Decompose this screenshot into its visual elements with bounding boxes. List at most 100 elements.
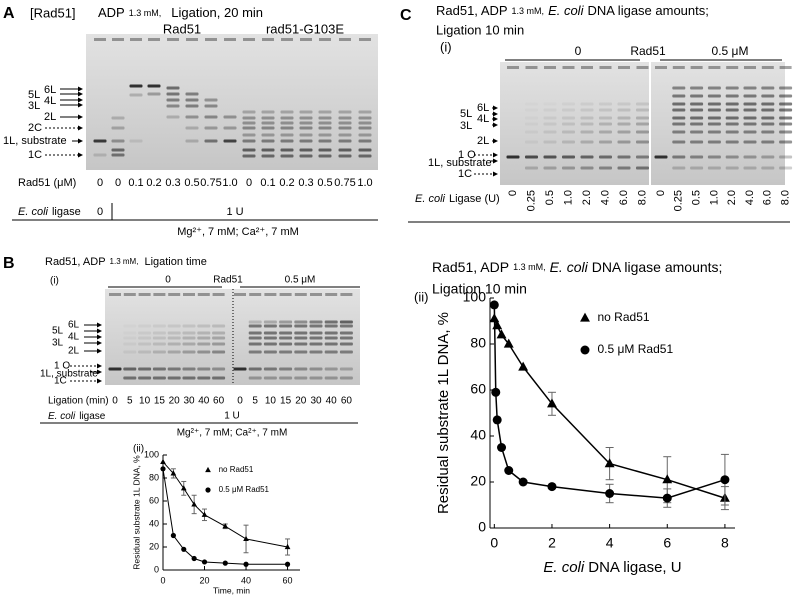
lane-label: 0 xyxy=(655,190,667,196)
arrow-head xyxy=(493,152,498,158)
gel-band xyxy=(707,140,721,144)
gel-band xyxy=(152,324,166,328)
gel-band xyxy=(294,376,308,380)
lane-label: 0 xyxy=(507,190,519,196)
sub-label: (i) xyxy=(440,39,452,54)
lane-label: 0.5 xyxy=(184,177,199,189)
gel-band xyxy=(617,155,631,159)
gel-band xyxy=(294,367,308,371)
marker xyxy=(497,443,507,452)
gel-band xyxy=(197,350,211,354)
group-label: 0.5 μM xyxy=(712,44,749,58)
marker xyxy=(191,501,197,507)
gel-band xyxy=(309,324,323,328)
gel-band xyxy=(279,376,293,380)
arrow-head xyxy=(493,171,498,177)
marker xyxy=(605,489,615,498)
band-label: 4L xyxy=(68,332,80,343)
lane-label: 1.0 xyxy=(357,177,372,189)
gel-band xyxy=(212,336,226,340)
panel-header: Rad51, ADP 1.3 mM, Ligation time xyxy=(45,256,207,268)
gel-band xyxy=(358,133,372,137)
gel-band xyxy=(261,133,275,137)
gel-band xyxy=(318,116,332,120)
lane-label: 0.1 xyxy=(260,177,275,189)
gel-band xyxy=(743,94,757,98)
marker xyxy=(604,458,615,468)
gel-band xyxy=(725,155,739,159)
lane-label: 8.0 xyxy=(636,190,648,205)
gel-band xyxy=(743,155,757,159)
gel-band xyxy=(672,155,686,159)
gel-band xyxy=(263,342,277,346)
legend-marker xyxy=(580,312,590,322)
chart-title-part: 1.3 mM, xyxy=(513,262,546,272)
gel-band xyxy=(543,130,557,134)
gel-well xyxy=(744,66,756,69)
lane-label: 1 U xyxy=(226,206,243,218)
gel-band xyxy=(543,108,557,112)
gel-band xyxy=(707,86,721,90)
gel-band xyxy=(167,350,181,354)
lane-label: 20 xyxy=(295,396,307,407)
gel-well xyxy=(544,66,556,69)
gel-band xyxy=(123,337,136,340)
gel-band xyxy=(338,126,352,130)
arrow-head xyxy=(78,86,83,92)
arrow-head xyxy=(78,114,83,120)
gel-band xyxy=(779,102,793,106)
gel-band xyxy=(562,116,575,120)
gel xyxy=(86,34,378,170)
marker xyxy=(518,361,529,371)
gel-band xyxy=(185,126,199,130)
gel-band xyxy=(636,155,649,159)
gel-band xyxy=(743,140,757,144)
gel-well xyxy=(726,66,739,69)
y-tick-label: 0 xyxy=(154,564,159,574)
marker xyxy=(160,466,166,472)
gel-band xyxy=(358,121,372,125)
gel-band xyxy=(617,140,631,144)
band-label: 4L xyxy=(477,113,489,125)
gel-band xyxy=(123,350,137,354)
gel-band xyxy=(261,126,275,130)
gel-band xyxy=(263,331,277,335)
gel-band xyxy=(147,84,161,88)
gel-well xyxy=(183,293,195,296)
gel-band xyxy=(248,320,262,324)
arrow-head xyxy=(493,111,498,117)
gel-band xyxy=(152,342,166,346)
gel-band xyxy=(111,126,125,130)
lane-label: 0.2 xyxy=(146,177,161,189)
gel-band xyxy=(725,108,739,112)
gel-band xyxy=(617,122,631,126)
gel-well xyxy=(655,66,667,69)
gel-well xyxy=(319,38,331,41)
panel-header: ADP 1.3 mM, Ligation, 20 min xyxy=(98,5,263,20)
sub-label: (ii) xyxy=(133,444,144,455)
gel-band xyxy=(599,122,612,126)
marker xyxy=(284,561,291,567)
marker xyxy=(180,485,187,491)
gel-band xyxy=(339,350,353,354)
gel-band xyxy=(761,108,775,112)
gel-well xyxy=(690,66,703,69)
gel-band xyxy=(358,126,372,130)
arrow-head xyxy=(97,369,102,375)
gel-band xyxy=(761,102,775,106)
band-label: 1C xyxy=(54,376,67,387)
group-label: 0 xyxy=(165,275,171,286)
marker xyxy=(720,475,730,485)
gel-band xyxy=(779,122,793,126)
x-axis-label-part: E. coli xyxy=(543,559,585,576)
lane-label: 6.0 xyxy=(762,190,774,205)
x-axis-label: E. coli DNA ligase, U xyxy=(543,559,681,576)
gel-band xyxy=(672,108,686,112)
gel-band xyxy=(636,102,649,106)
chart-title-part: E. coli xyxy=(550,259,589,275)
sub-label: (i) xyxy=(50,276,59,287)
gel-band xyxy=(761,116,775,120)
gel-band xyxy=(599,130,612,134)
legend-marker xyxy=(205,466,211,473)
gel-band xyxy=(690,94,704,98)
